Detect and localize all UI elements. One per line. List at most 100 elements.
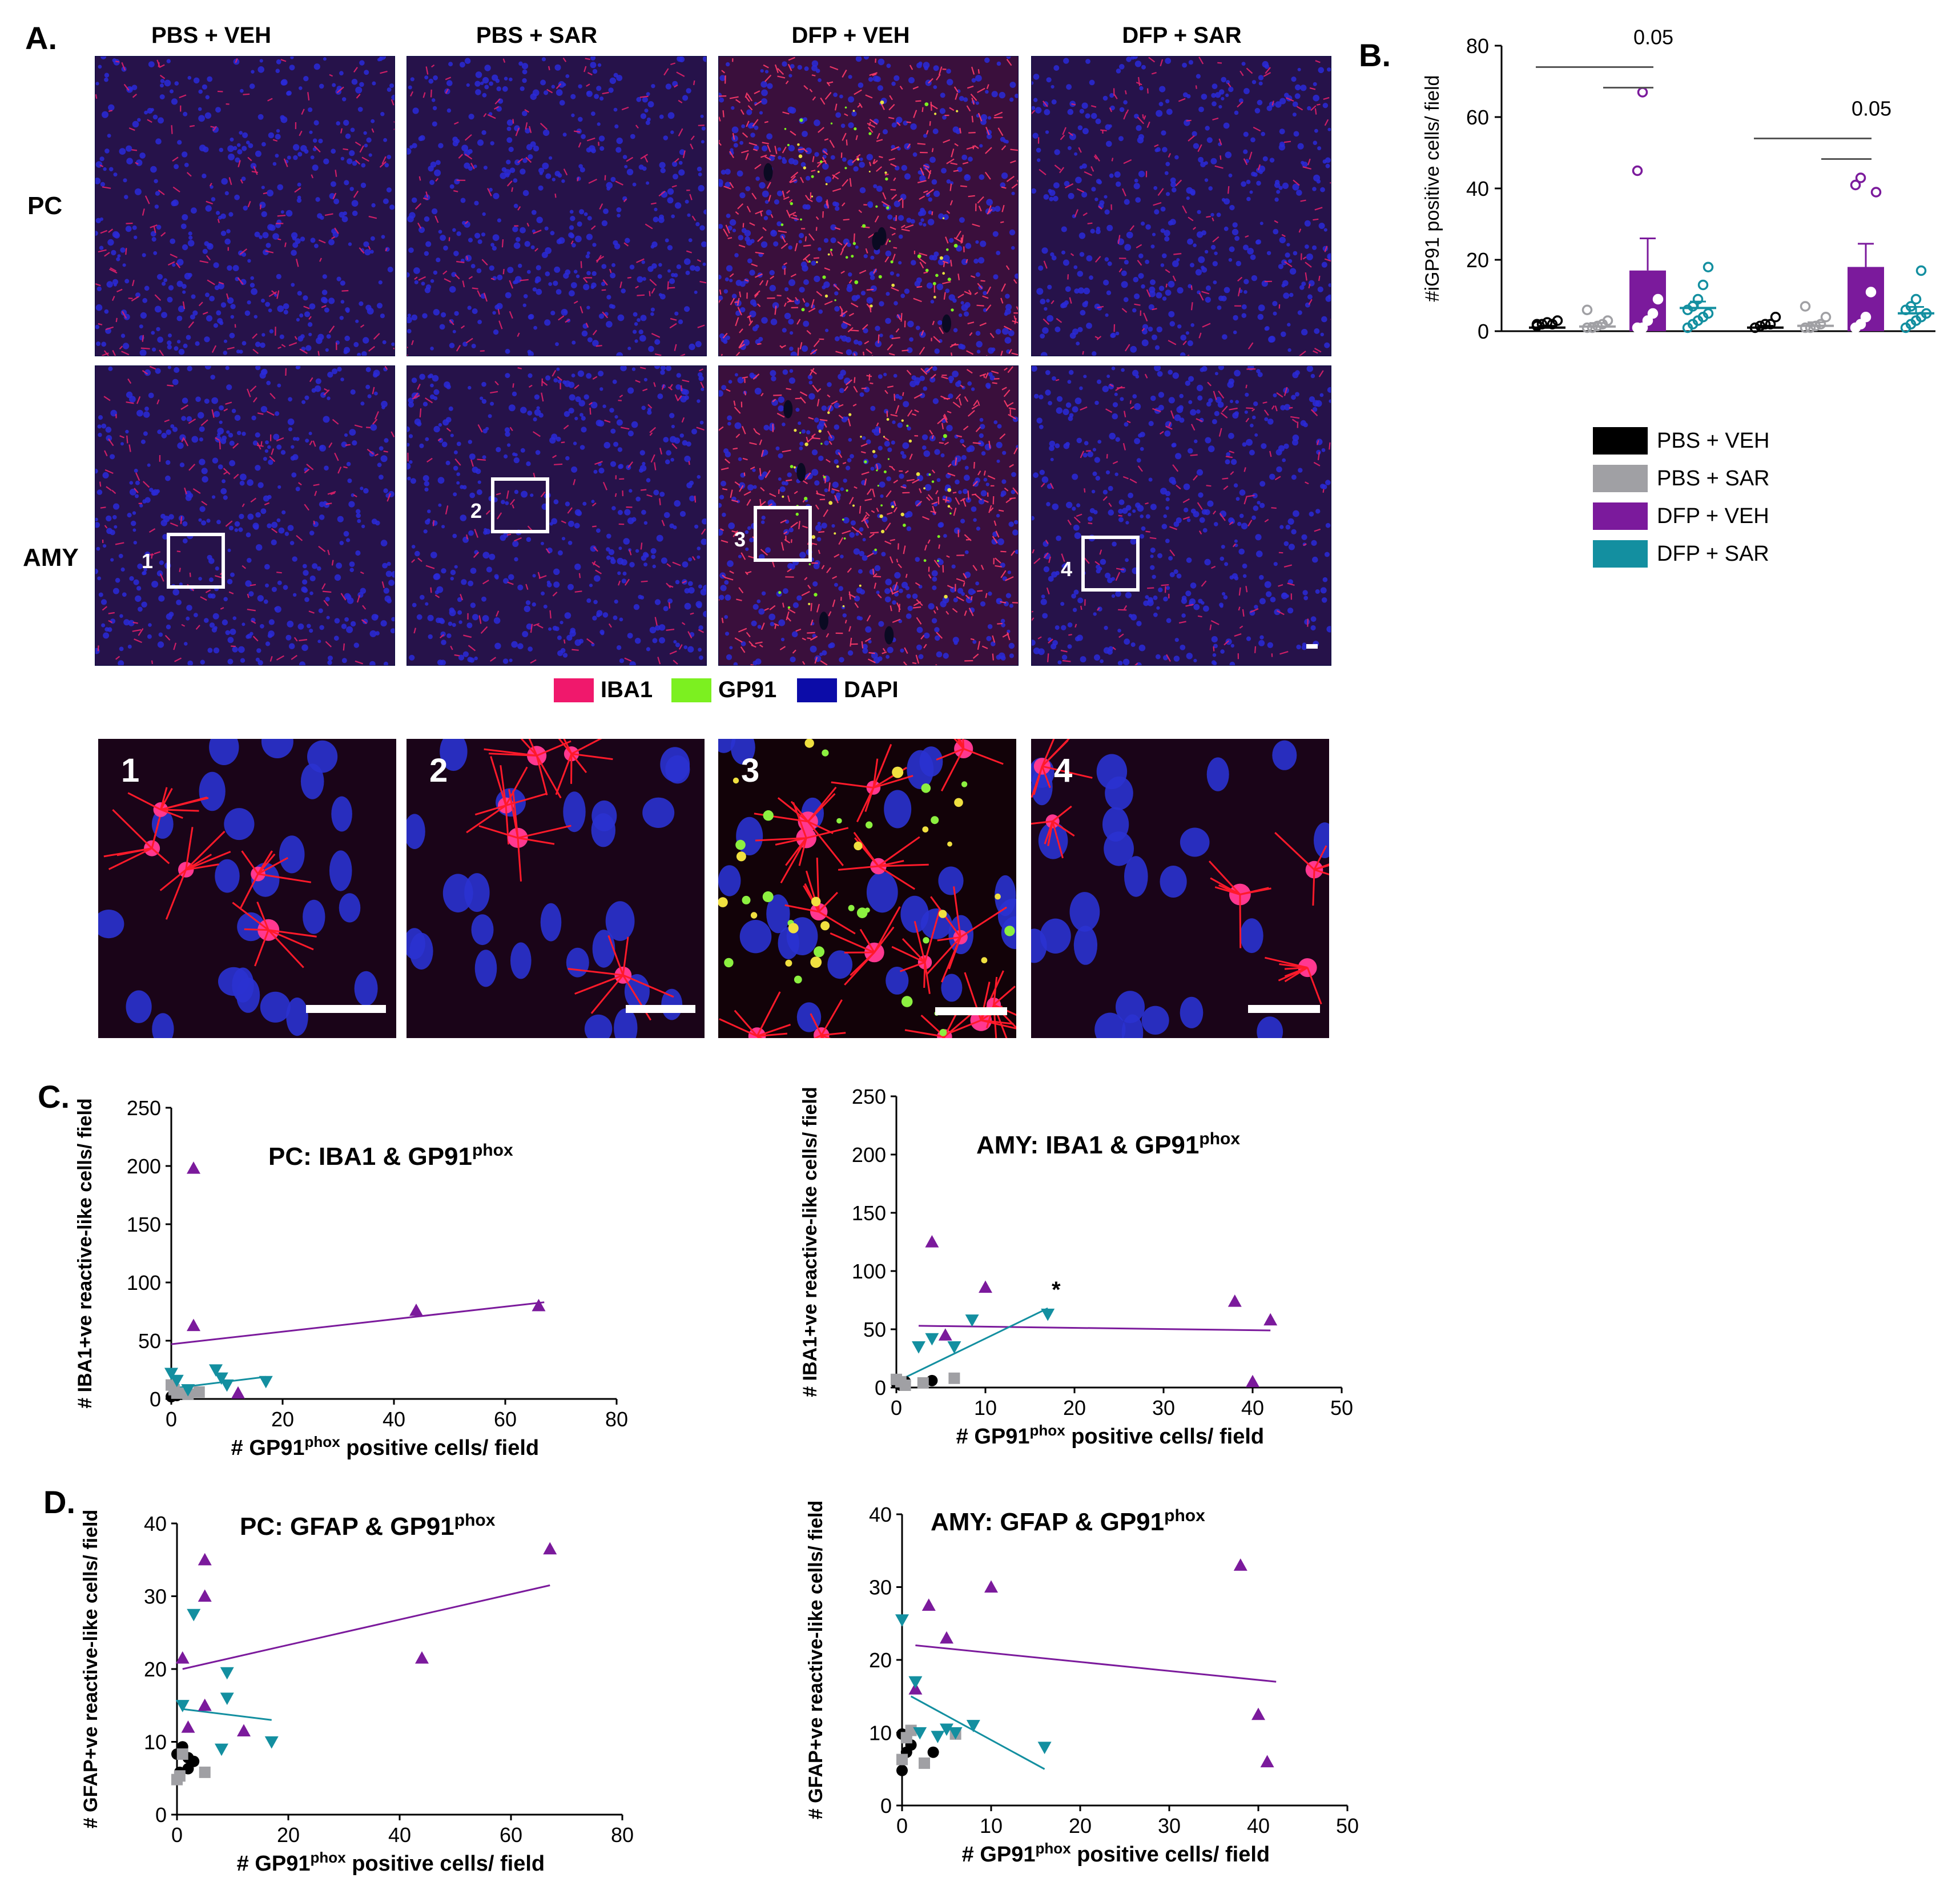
ytick-label: 40 (869, 1503, 892, 1526)
zoom-image-4: 4 (1031, 739, 1329, 1038)
data-point (1233, 1558, 1247, 1571)
y-axis-label: # IBA1+ve reactive-like cells/ field (74, 1098, 96, 1408)
data-point (921, 1598, 936, 1611)
data-point (1041, 1308, 1055, 1321)
micrograph-pc-pbs-sar (407, 56, 707, 356)
b-data-point (1581, 304, 1593, 315)
b-data-point (1637, 322, 1648, 333)
data-point (198, 1698, 212, 1711)
b-data-point (1602, 315, 1613, 326)
dapi-label: DAPI (844, 677, 899, 702)
b-data-point (1800, 322, 1811, 333)
data-point (926, 1374, 938, 1386)
data-point (912, 1341, 925, 1354)
scale-bar-1 (306, 1005, 386, 1013)
data-point (164, 1368, 178, 1381)
legend-label-pbs-veh: PBS + VEH (1657, 428, 1770, 453)
ytick-label: 150 (852, 1201, 886, 1225)
data-point (940, 1631, 953, 1644)
ytick-label: 200 (852, 1143, 886, 1167)
b-data-point (1642, 315, 1653, 326)
b-ytick-label: 0 (1478, 320, 1489, 343)
legend-swatch-dfp-veh (1593, 502, 1648, 530)
xtick-label: 0 (171, 1823, 183, 1847)
ytick-label: 100 (127, 1271, 161, 1294)
b-ytick-label: 80 (1466, 34, 1489, 58)
data-point (1263, 1313, 1278, 1326)
micrograph-pc-pbs-veh (95, 56, 395, 356)
ytick-label: 30 (869, 1576, 892, 1599)
panel-b-letter: B. (1359, 37, 1391, 73)
data-point (175, 1700, 190, 1712)
data-point (171, 1387, 183, 1399)
data-point (409, 1303, 423, 1316)
data-point (198, 1589, 212, 1602)
data-point (170, 1374, 184, 1388)
ytick-label: 20 (144, 1658, 167, 1681)
b-data-point (1800, 301, 1811, 312)
zoom-image-3: 3 (718, 739, 1016, 1038)
data-point (264, 1736, 279, 1749)
ytick-label: 0 (155, 1803, 167, 1827)
b-data-point (1697, 279, 1709, 291)
roi-label-2: 2 (470, 499, 482, 522)
xtick-label: 10 (980, 1814, 1003, 1837)
data-point (940, 1723, 953, 1736)
panel-d-letter: D. (43, 1484, 75, 1520)
x-axis-label: # GP91phox positive cells/ field (231, 1433, 539, 1460)
zoom-label-2: 2 (429, 752, 448, 789)
b-data-point (1581, 322, 1593, 333)
x-axis-label: # GP91phox positive cells/ field (962, 1840, 1270, 1867)
ytick-label: 250 (852, 1085, 886, 1108)
b-data-point (1865, 287, 1877, 297)
data-point (199, 1766, 211, 1778)
data-point (188, 1755, 200, 1767)
data-point (193, 1386, 205, 1398)
y-axis-label: # GFAP+ve reactive-like cells/ field (805, 1501, 827, 1819)
data-point (896, 1764, 908, 1776)
xtick-label: 30 (1152, 1396, 1175, 1420)
data-point (231, 1386, 245, 1399)
b-data-point (1632, 165, 1643, 176)
b-data-point (1692, 293, 1704, 305)
xtick-label: 60 (494, 1408, 517, 1431)
data-point (214, 1372, 228, 1385)
data-point (175, 1651, 190, 1664)
zoom-label-4: 4 (1054, 752, 1073, 789)
xtick-label: 20 (1063, 1396, 1086, 1420)
b-data-point (1687, 301, 1699, 312)
ytick-label: 50 (138, 1329, 161, 1353)
data-point (931, 1731, 945, 1743)
b-data-point (1820, 312, 1832, 323)
legend-label-dfp-sar: DFP + SAR (1657, 541, 1769, 566)
data-point (237, 1724, 251, 1736)
xtick-label: 40 (388, 1823, 411, 1847)
panel-c-letter: C. (38, 1079, 70, 1115)
scatter-chart-d-pc: 0 10 20 30 40 0 20 40 60 80 # GP91phox positive ce… (80, 1510, 634, 1876)
ytick-label: 100 (852, 1260, 886, 1283)
b-comparison-label: 0.05 (1852, 97, 1891, 120)
data-point (181, 1384, 195, 1397)
ytick-label: 200 (127, 1155, 161, 1178)
data-point (947, 1341, 961, 1354)
b-comparison-label: 0.05 (1633, 26, 1673, 49)
zoom-label-1: 1 (121, 752, 140, 789)
fit-line (182, 1708, 272, 1721)
b-data-point (1749, 322, 1761, 333)
xtick-label: 30 (1158, 1814, 1181, 1837)
xtick-label: 0 (166, 1408, 177, 1431)
scatter-chart-c-amy: 0 50 100 150 200 250 0 10 20 30 40 50 # GP91phox pos… (799, 1085, 1353, 1449)
data-point (220, 1692, 234, 1705)
data-point (895, 1614, 909, 1627)
b-data-point (1592, 320, 1603, 332)
b-data-point (1754, 320, 1766, 332)
xtick-label: 50 (1336, 1814, 1359, 1837)
legend-swatch-dfp-sar (1593, 540, 1648, 568)
data-point (919, 1757, 930, 1769)
data-point (220, 1667, 234, 1680)
b-data-point (1765, 319, 1776, 329)
b-data-point (1815, 319, 1826, 329)
chart-title: AMY: GFAP & GP91phox (931, 1506, 1205, 1536)
data-point (176, 1748, 188, 1760)
xtick-label: 40 (1247, 1814, 1270, 1837)
